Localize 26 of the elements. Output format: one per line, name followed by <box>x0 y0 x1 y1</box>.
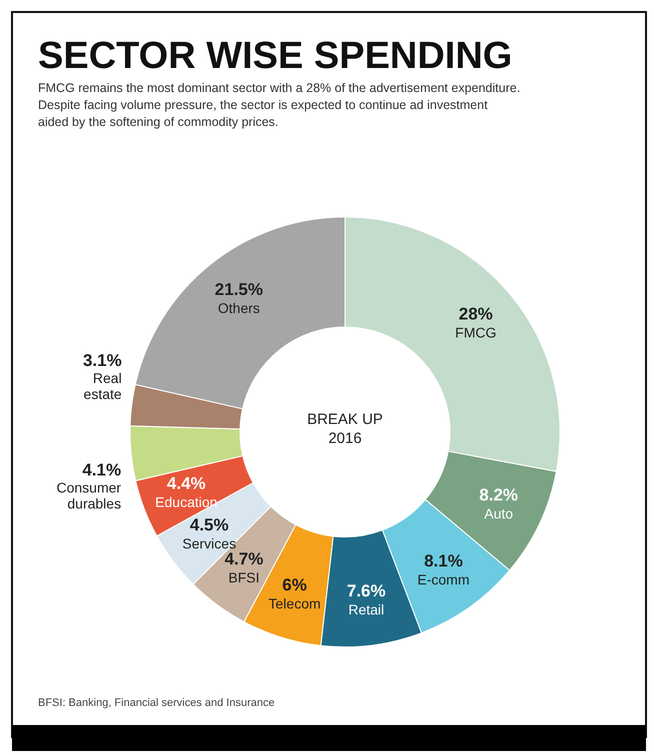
data-label: 6% <box>282 575 307 594</box>
data-label: 28% <box>458 304 493 324</box>
slice-label: Consumer durables <box>56 480 122 512</box>
data-label: 4.1% <box>82 460 122 480</box>
data-label: 7.6% <box>346 582 386 601</box>
slice-label: Retail <box>348 602 384 618</box>
data-label: 8.2% <box>479 486 518 505</box>
slice-label: E-comm <box>417 572 470 588</box>
text: BREAK UP 2016 <box>307 411 383 447</box>
data-label: 4.7% <box>224 550 264 569</box>
data-label: 21.5% <box>214 280 263 300</box>
slice-label: Others <box>218 300 260 316</box>
chart-title: SECTOR WISE SPENDING <box>38 35 512 77</box>
slice-label: Auto <box>484 506 514 522</box>
chart-subtitle: FMCG remains the most dominant sector with a 28% of the advertisement expenditure. Despite facing volume pressure, the sector is expected to continue ad investment aided by the softening of commodity prices. <box>38 81 520 129</box>
text: BFSI: Banking, Financial services and Insurance <box>38 697 275 709</box>
slice-label: Education <box>155 494 218 510</box>
slice-label: FMCG <box>455 324 496 340</box>
slice-label: Services <box>182 535 236 552</box>
data-label: 3.1% <box>82 351 122 370</box>
slice-label: BFSI <box>228 570 260 586</box>
data-label: 4.4% <box>166 474 206 493</box>
slice-label: Real estate <box>84 370 122 402</box>
slice-label: Telecom <box>268 595 321 612</box>
data-label: 8.1% <box>424 552 463 571</box>
data-label: 4.5% <box>190 515 229 534</box>
